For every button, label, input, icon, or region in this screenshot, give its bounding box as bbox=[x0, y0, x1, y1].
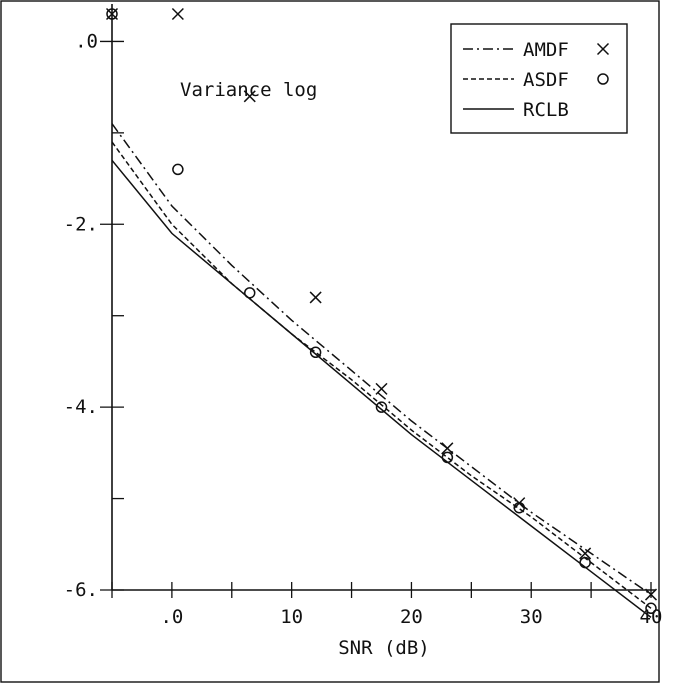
minor-ticks bbox=[111, 132, 592, 598]
legend-label-asdf: ASDF bbox=[523, 69, 569, 91]
plot-border bbox=[0, 0, 660, 683]
tick-labels: .0 10 20 30 40.0-2.-4.-6. bbox=[64, 30, 663, 628]
x-tick-label-0: .0 bbox=[160, 606, 183, 628]
annotation-text: Variance log bbox=[180, 79, 317, 101]
point-asdf-2 bbox=[243, 287, 256, 299]
point-amdf-3 bbox=[309, 291, 322, 304]
point-asdf-6 bbox=[513, 501, 525, 514]
point-asdf-3 bbox=[309, 346, 322, 359]
x-tick-label-3: 30 bbox=[520, 606, 543, 628]
point-amdf-5 bbox=[441, 442, 454, 455]
point-asdf-5 bbox=[441, 451, 454, 464]
legend-entries: AMDF ASDF RCLB bbox=[463, 39, 610, 121]
point-amdf-4 bbox=[375, 382, 388, 395]
y-tick-label-3: -6. bbox=[64, 579, 98, 601]
point-asdf-1 bbox=[172, 163, 184, 176]
series-points bbox=[105, 7, 658, 615]
major-ticks bbox=[100, 40, 652, 598]
point-amdf-2 bbox=[243, 90, 256, 103]
x-axis-label: SNR (dB) bbox=[338, 637, 430, 659]
legend: AMDF ASDF RCLB bbox=[450, 23, 628, 134]
point-amdf-7 bbox=[579, 547, 592, 560]
point-amdf-8 bbox=[644, 588, 658, 601]
legend-marker-asdf bbox=[597, 73, 609, 85]
point-amdf-1 bbox=[171, 7, 184, 21]
point-asdf-8 bbox=[645, 602, 657, 615]
x-tick-label-1: 10 bbox=[280, 606, 303, 628]
series-lines bbox=[111, 123, 652, 618]
point-asdf-7 bbox=[579, 556, 591, 569]
series-line-amdf bbox=[111, 123, 652, 596]
y-tick-label-2: -4. bbox=[64, 396, 98, 418]
legend-label-amdf: AMDF bbox=[523, 39, 569, 61]
y-tick-label-1: -2. bbox=[64, 213, 98, 235]
y-tick-label-0: .0 bbox=[75, 30, 98, 52]
legend-label-rclb: RCLB bbox=[523, 99, 569, 121]
x-tick-label-2: 20 bbox=[400, 606, 423, 628]
series-line-rclb bbox=[111, 159, 652, 618]
point-asdf-4 bbox=[375, 401, 388, 413]
series-line-asdf bbox=[111, 141, 652, 609]
point-asdf-0 bbox=[106, 8, 118, 20]
legend-marker-amdf bbox=[596, 42, 610, 56]
